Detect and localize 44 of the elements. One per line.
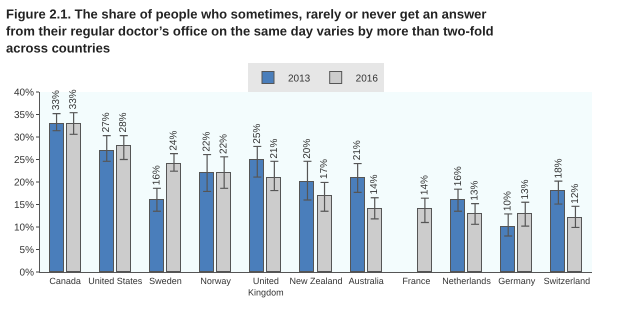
data-label: 24% bbox=[168, 130, 180, 151]
y-tick-label: 5% bbox=[20, 245, 34, 256]
x-tick-label: Switzerland bbox=[544, 276, 590, 286]
data-label: 33% bbox=[68, 89, 79, 110]
y-tick-label: 30% bbox=[14, 132, 34, 144]
legend-label: 2016 bbox=[356, 73, 378, 84]
x-tick-label: Canada bbox=[49, 276, 81, 286]
x-tick-label: New Zealand bbox=[289, 276, 343, 286]
data-label: 21% bbox=[352, 140, 364, 160]
x-tick-label: Netherlands bbox=[442, 276, 492, 286]
y-tick-label: 40% bbox=[14, 88, 34, 98]
data-label: 12% bbox=[570, 184, 582, 204]
data-label: 16% bbox=[452, 166, 464, 186]
chart-title: Figure 2.1. The share of people who sometimes, rarely or never get an answer from their regular doctor’s office on the same day varies by more than two-fold across countries bbox=[6, 6, 494, 56]
y-tick-label: 35% bbox=[14, 110, 34, 121]
y-tick-label: 10% bbox=[14, 222, 34, 234]
data-label: 21% bbox=[269, 138, 280, 159]
data-label: 17% bbox=[319, 158, 330, 179]
data-label: 13% bbox=[520, 179, 532, 200]
x-tick-label: France bbox=[402, 276, 430, 286]
data-label: 14% bbox=[420, 174, 431, 196]
x-tick-label: United Kingdom bbox=[248, 276, 284, 298]
data-label: 10% bbox=[502, 191, 514, 212]
data-label: 28% bbox=[118, 112, 130, 132]
data-label: 33% bbox=[50, 90, 62, 110]
data-label: 18% bbox=[553, 158, 564, 178]
data-label: 25% bbox=[252, 124, 263, 144]
y-tick-label: 20% bbox=[14, 178, 34, 188]
data-label: 22% bbox=[202, 132, 213, 152]
x-tick-label: Australia bbox=[348, 276, 384, 286]
x-tick-label: United States bbox=[88, 276, 143, 286]
legend-label: 2013 bbox=[288, 73, 311, 84]
data-label: 22% bbox=[218, 134, 230, 154]
data-label: 27% bbox=[101, 112, 112, 132]
y-tick-label: 25% bbox=[14, 155, 34, 166]
y-tick-label: 15% bbox=[14, 200, 34, 211]
y-tick-label: 0% bbox=[20, 268, 34, 278]
x-tick-label: Sweden bbox=[149, 276, 182, 286]
data-label: 14% bbox=[368, 174, 380, 194]
data-label: 20% bbox=[302, 138, 314, 159]
data-label: 13% bbox=[469, 180, 480, 201]
x-tick-label: Germany bbox=[498, 276, 536, 286]
data-label: 16% bbox=[152, 165, 163, 186]
x-tick-label: Norway bbox=[200, 276, 232, 286]
